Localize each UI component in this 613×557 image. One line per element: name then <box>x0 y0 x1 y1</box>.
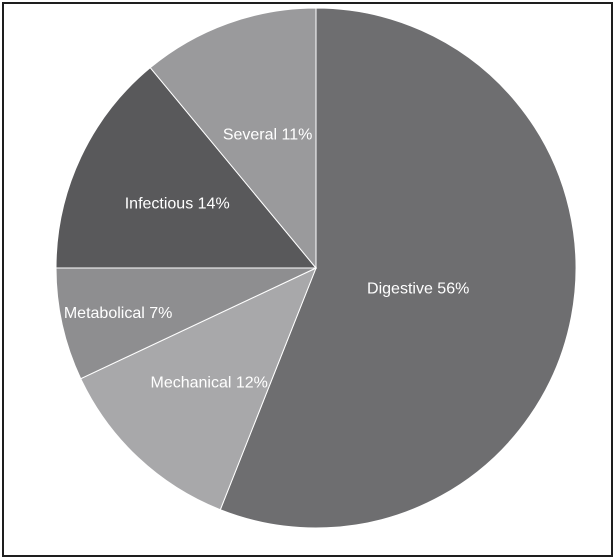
pie-slices <box>55 7 577 529</box>
pie-slice-infectious <box>55 66 318 269</box>
pie-label-digestive: Digestive 56% <box>367 281 469 298</box>
pie-label-several: Several 11% <box>223 127 313 144</box>
pie-label-metabolical: Metabolical 7% <box>64 305 173 322</box>
pie-slice-several <box>149 7 317 270</box>
pie-label-infectious: Infectious 14% <box>125 196 230 213</box>
pie-labels: Digestive 56% Mechanical 12% Metabolical 7… <box>64 127 469 392</box>
pie-slice-digestive <box>219 7 577 529</box>
pie-label-mechanical: Mechanical 12% <box>150 375 267 392</box>
pie-slice-metabolical <box>55 267 317 380</box>
pie-slice-mechanical <box>80 267 317 511</box>
